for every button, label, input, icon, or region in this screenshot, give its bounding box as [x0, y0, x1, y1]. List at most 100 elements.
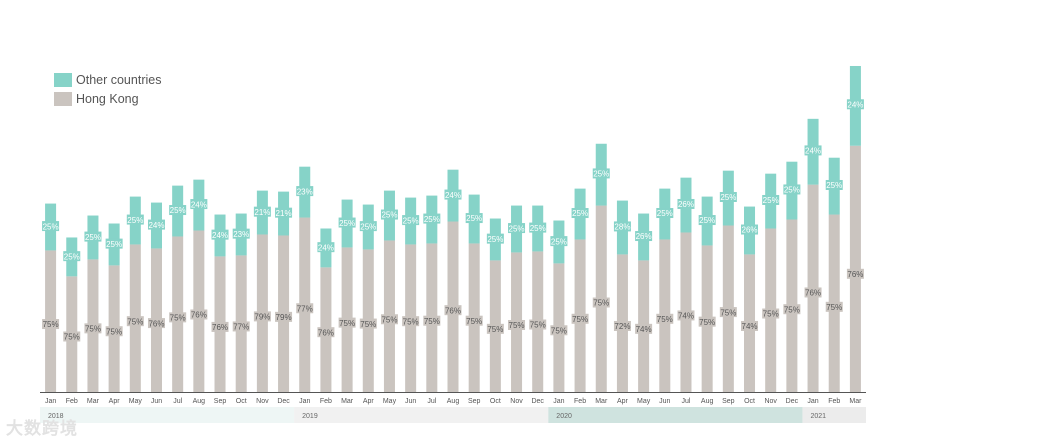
x-tick-label-14: Mar: [341, 398, 354, 405]
label-hong-kong-28-bg: [635, 323, 653, 334]
label-hong-kong-17: 75%: [403, 317, 419, 326]
year-band-2021: [802, 407, 866, 423]
label-other-0: 25%: [43, 222, 59, 231]
x-tick-label-4: May: [129, 398, 143, 405]
watermark: 大数跨境: [6, 419, 78, 439]
label-hong-kong-15-bg: [359, 318, 377, 329]
x-tick-label-33: Oct: [744, 398, 755, 405]
label-other-19: 24%: [445, 191, 461, 200]
x-tick-label-30: Jul: [681, 398, 690, 405]
label-other-35: 25%: [784, 186, 800, 195]
label-other-15-bg: [359, 221, 377, 232]
label-hong-kong-21-bg: [486, 323, 504, 334]
label-other-23: 25%: [530, 224, 546, 233]
x-tick-label-22: Nov: [510, 398, 523, 405]
label-other-2: 25%: [85, 233, 101, 242]
label-other-25-bg: [571, 208, 589, 219]
label-other-28: 26%: [636, 232, 652, 241]
label-hong-kong-8: 76%: [212, 323, 228, 332]
label-other-34: 25%: [763, 196, 779, 205]
label-hong-kong-1: 75%: [64, 333, 80, 342]
label-hong-kong-9: 77%: [233, 323, 249, 332]
label-hong-kong-26-bg: [592, 297, 610, 308]
label-hong-kong-16-bg: [380, 314, 398, 325]
label-hong-kong-31-bg: [698, 316, 716, 327]
x-tick-label-29: Jun: [659, 398, 670, 405]
label-other-19-bg: [444, 189, 462, 200]
label-hong-kong-34-bg: [762, 308, 780, 319]
label-hong-kong-20: 75%: [466, 317, 482, 326]
x-tick-label-5: Jun: [151, 398, 162, 405]
label-other-26-bg: [592, 168, 610, 179]
label-hong-kong-16: 75%: [381, 315, 397, 324]
year-label-2019: 2019: [302, 413, 318, 420]
legend: Other countries Hong Kong: [54, 70, 161, 108]
label-other-24-bg: [550, 236, 568, 247]
label-other-24: 25%: [551, 237, 567, 246]
label-other-13: 24%: [318, 243, 334, 252]
label-other-15: 25%: [360, 222, 376, 231]
label-other-1: 25%: [64, 252, 80, 261]
label-hong-kong-23: 75%: [530, 321, 546, 330]
label-other-21-bg: [486, 233, 504, 244]
label-hong-kong-12: 77%: [297, 304, 313, 313]
x-tick-label-34: Nov: [764, 398, 777, 405]
label-other-3-bg: [105, 238, 123, 249]
label-hong-kong-32-bg: [719, 307, 737, 318]
label-other-16-bg: [380, 209, 398, 220]
label-other-12-bg: [296, 186, 314, 197]
label-other-5-bg: [147, 219, 165, 230]
label-hong-kong-4-bg: [126, 316, 144, 327]
label-hong-kong-30-bg: [677, 310, 695, 321]
label-hong-kong-27-bg: [613, 320, 631, 331]
label-other-7-bg: [190, 199, 208, 210]
label-hong-kong-27: 72%: [614, 322, 630, 331]
legend-item-hong-kong: Hong Kong: [54, 89, 161, 108]
label-hong-kong-36: 76%: [805, 289, 821, 298]
label-other-4-bg: [126, 214, 144, 225]
label-hong-kong-19-bg: [444, 305, 462, 316]
label-other-28-bg: [635, 231, 653, 242]
label-hong-kong-11: 79%: [276, 313, 292, 322]
label-other-32-bg: [719, 191, 737, 202]
label-other-0-bg: [42, 221, 60, 232]
label-other-3: 25%: [106, 240, 122, 249]
x-tick-label-13: Feb: [320, 398, 332, 405]
label-other-9: 23%: [233, 230, 249, 239]
label-other-27-bg: [613, 221, 631, 232]
label-other-5: 24%: [148, 221, 164, 230]
label-hong-kong-14-bg: [338, 317, 356, 328]
x-tick-label-18: Jul: [427, 398, 436, 405]
x-tick-label-3: Apr: [109, 398, 121, 405]
label-hong-kong-3-bg: [105, 326, 123, 337]
label-other-32: 25%: [720, 193, 736, 202]
label-other-18: 25%: [424, 215, 440, 224]
x-tick-label-24: Jan: [553, 398, 564, 405]
label-other-6-bg: [169, 205, 187, 216]
label-hong-kong-31: 75%: [699, 318, 715, 327]
label-other-31: 25%: [699, 216, 715, 225]
label-hong-kong-30: 74%: [678, 312, 694, 321]
x-tick-label-27: Apr: [617, 398, 629, 405]
year-label-2020: 2020: [556, 413, 572, 420]
label-hong-kong-24-bg: [550, 325, 568, 336]
x-tick-label-6: Jul: [173, 398, 182, 405]
label-other-33: 26%: [742, 226, 758, 235]
year-label-2021: 2021: [810, 413, 826, 420]
label-other-8-bg: [211, 229, 229, 240]
label-hong-kong-22-bg: [508, 320, 526, 331]
legend-swatch-other: [54, 72, 72, 87]
x-tick-label-25: Feb: [574, 398, 586, 405]
label-other-36-bg: [804, 145, 822, 156]
label-hong-kong-36-bg: [804, 287, 822, 298]
label-other-38-bg: [846, 99, 864, 110]
label-hong-kong-23-bg: [529, 319, 547, 330]
label-other-17-bg: [402, 215, 420, 226]
label-other-12: 23%: [297, 187, 313, 196]
label-hong-kong-13-bg: [317, 327, 335, 338]
year-band-2018: [40, 407, 295, 423]
label-other-18-bg: [423, 213, 441, 224]
year-label-2018: 2018: [48, 413, 64, 420]
legend-item-other: Other countries: [54, 70, 161, 89]
